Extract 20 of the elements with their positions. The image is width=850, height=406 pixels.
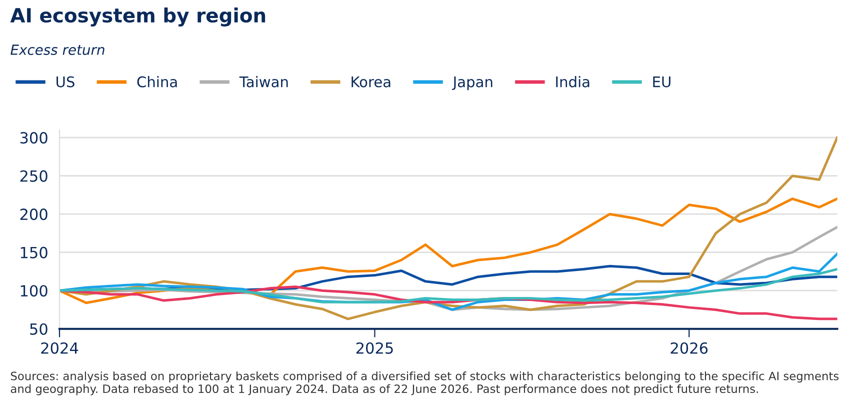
y-tick-label: 50 — [30, 323, 48, 335]
legend-label: India — [556, 76, 590, 88]
legend-label: Taiwan — [239, 76, 288, 88]
x-tick-label: 2026 — [670, 342, 708, 354]
y-tick-label: 150 — [20, 246, 48, 258]
y-tick-label: 200 — [20, 208, 48, 220]
y-tick-label: 100 — [20, 285, 48, 297]
chart-subtitle: Excess return — [10, 44, 104, 56]
chart-title: AI ecosystem by region — [10, 8, 266, 27]
legend-label: China — [137, 76, 177, 88]
x-tick-label: 2024 — [41, 342, 78, 354]
legend-label: Japan — [452, 76, 492, 90]
legend-label: EU — [653, 76, 670, 88]
legend-label: Korea — [352, 76, 390, 88]
y-tick-label: 250 — [20, 170, 48, 182]
x-tick-label: 2025 — [356, 342, 393, 354]
source-note: Sources: analysis based on proprietary baskets comprised of a diversified set of stocks with characteristics belonging to the specific AI segments and geography. Data rebased to 100 at 1 January 2024. Data as of 22 June 2026. Past performance does not predict future returns. — [10, 371, 839, 396]
y-tick-label: 300 — [20, 132, 48, 144]
legend-label: US — [56, 76, 74, 88]
line-series — [60, 268, 838, 304]
